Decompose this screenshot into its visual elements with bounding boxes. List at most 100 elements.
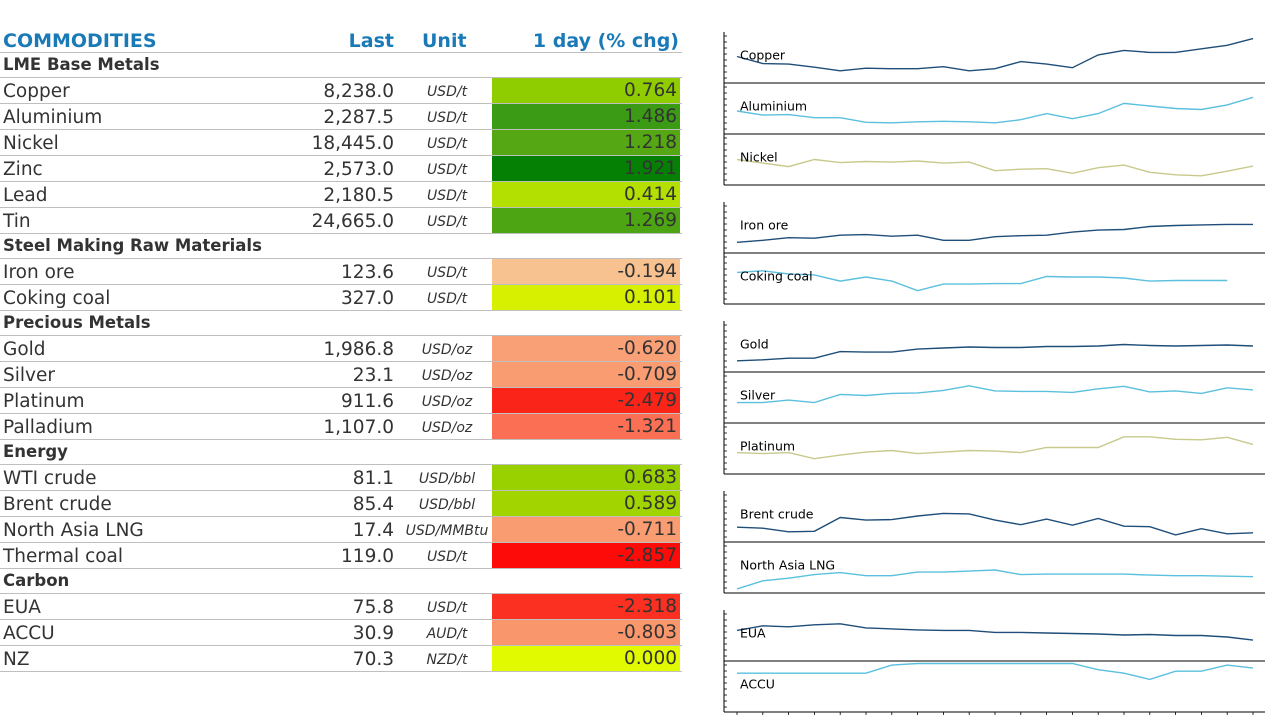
section-header: Energy [0, 440, 682, 465]
last-price: 1,107.0 [323, 417, 394, 438]
series-label: Iron ore [740, 218, 789, 233]
series-label: ACCU [740, 677, 775, 692]
section-header: Carbon [0, 569, 682, 594]
change-cell: 0.764 [492, 78, 680, 103]
series-line [736, 158, 1254, 177]
table-row: Zinc 2,573.0 USD/t 1.921 [0, 156, 682, 182]
last-price: 327.0 [341, 288, 394, 309]
table-row: Iron ore 123.6 USD/t -0.194 [0, 259, 682, 285]
last-price: 18,445.0 [311, 133, 394, 154]
price-unit: USD/t [426, 600, 468, 616]
last-price: 85.4 [352, 494, 394, 515]
commodity-name: Gold [3, 339, 46, 360]
series-line [736, 343, 1254, 362]
last-price: 30.9 [352, 623, 394, 644]
commodity-name: WTI crude [3, 468, 97, 489]
table-title: COMMODITIES [3, 30, 157, 52]
change-cell: 0.414 [492, 182, 680, 207]
series-label: Aluminium [740, 99, 807, 114]
table-row: Copper 8,238.0 USD/t 0.764 [0, 78, 682, 104]
table-row: Palladium 1,107.0 USD/oz -1.321 [0, 414, 682, 440]
series-line [736, 512, 1254, 536]
price-unit: USD/oz [421, 394, 473, 410]
table-row: NZ 70.3 NZD/t 0.000 [0, 646, 682, 672]
price-unit: USD/oz [421, 342, 473, 358]
series-label: Coking coal [740, 269, 813, 284]
sparkline-charts: Copper Aluminium Nickel Iron ore Coking coal… [723, 32, 1265, 715]
change-cell: -0.803 [492, 620, 680, 645]
commodity-name: NZ [3, 649, 30, 670]
price-unit: USD/oz [421, 420, 473, 436]
section-header: Steel Making Raw Materials [0, 234, 682, 259]
change-cell: 1.921 [492, 156, 680, 181]
last-price: 81.1 [352, 468, 394, 489]
commodity-name: Copper [3, 81, 70, 102]
series-label: Brent crude [740, 507, 814, 522]
table-row: Silver 23.1 USD/oz -0.709 [0, 362, 682, 388]
table-row: WTI crude 81.1 USD/bbl 0.683 [0, 465, 682, 491]
last-price: 2,573.0 [323, 159, 394, 180]
commodity-name: Silver [3, 365, 55, 386]
table-row: North Asia LNG 17.4 USD/MMBtu -0.711 [0, 517, 682, 543]
change-cell: 1.269 [492, 208, 680, 233]
last-price: 24,665.0 [311, 211, 394, 232]
commodity-name: Thermal coal [3, 546, 124, 567]
table-header: COMMODITIES Last Unit 1 day (% chg) [0, 26, 682, 53]
section-header: Precious Metals [0, 311, 682, 336]
change-cell: -2.318 [492, 594, 680, 619]
change-cell: -0.620 [492, 336, 680, 361]
last-price: 8,238.0 [323, 81, 394, 102]
commodity-name: Tin [3, 211, 31, 232]
change-cell: 1.218 [492, 130, 680, 155]
series-line [736, 569, 1254, 590]
column-header-change: 1 day (% chg) [532, 30, 679, 52]
commodity-name: Lead [3, 185, 48, 206]
last-price: 123.6 [341, 262, 394, 283]
price-unit: USD/bbl [418, 497, 476, 513]
change-cell: -0.709 [492, 362, 680, 387]
commodity-name: Platinum [3, 391, 85, 412]
change-cell: -2.479 [492, 388, 680, 413]
series-label: EUA [740, 626, 766, 641]
commodity-name: North Asia LNG [3, 520, 144, 541]
commodity-name: Iron ore [3, 262, 75, 283]
table-row: Coking coal 327.0 USD/t 0.101 [0, 285, 682, 311]
price-unit: USD/t [426, 291, 468, 307]
change-cell: 0.101 [492, 285, 680, 310]
table-row: Thermal coal 119.0 USD/t -2.857 [0, 543, 682, 569]
series-label: Silver [740, 388, 776, 403]
series-label: Copper [740, 48, 786, 63]
series-line [736, 96, 1254, 124]
change-cell: 0.589 [492, 491, 680, 516]
last-price: 119.0 [341, 546, 394, 567]
last-price: 23.1 [352, 365, 394, 386]
table-row: Tin 24,665.0 USD/t 1.269 [0, 208, 682, 234]
series-label: North Asia LNG [740, 558, 835, 573]
change-cell: -2.857 [492, 543, 680, 568]
series-line [737, 662, 1254, 681]
table-row: Brent crude 85.4 USD/bbl 0.589 [0, 491, 682, 517]
price-unit: USD/t [426, 162, 468, 178]
commodity-name: ACCU [3, 623, 55, 644]
commodity-name: Zinc [3, 159, 43, 180]
price-unit: USD/t [426, 188, 468, 204]
column-header-unit: Unit [422, 30, 467, 52]
table-row: ACCU 30.9 AUD/t -0.803 [0, 620, 682, 646]
price-unit: USD/t [426, 84, 468, 100]
last-price: 2,180.5 [323, 185, 394, 206]
change-cell: 1.486 [492, 104, 680, 129]
commodity-name: Coking coal [3, 288, 111, 309]
change-cell: 0.683 [492, 465, 680, 490]
price-unit: USD/t [426, 136, 468, 152]
series-label: Gold [740, 337, 769, 352]
price-unit: AUD/t [426, 626, 468, 642]
table-row: Lead 2,180.5 USD/t 0.414 [0, 182, 682, 208]
commodity-name: Nickel [3, 133, 59, 154]
change-cell: -0.194 [492, 259, 680, 284]
last-price: 17.4 [352, 520, 394, 541]
table-body: LME Base Metals Copper 8,238.0 USD/t 0.764 Al… [0, 53, 682, 672]
column-header-last: Last [348, 30, 394, 52]
price-unit: USD/oz [421, 368, 473, 384]
series-line [736, 223, 1253, 243]
table-row: Gold 1,986.8 USD/oz -0.620 [0, 336, 682, 362]
